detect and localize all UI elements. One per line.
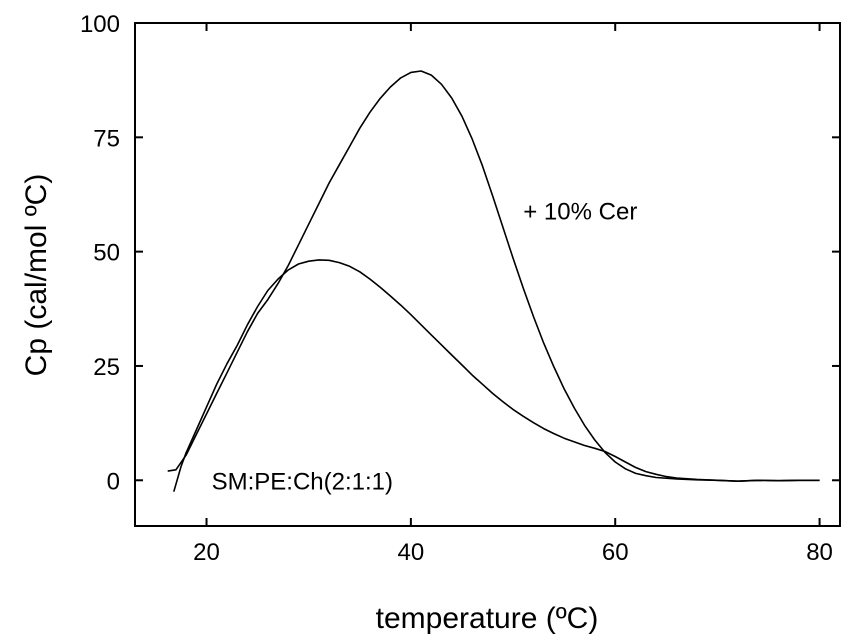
- annotation-1: + 10% Cer: [523, 198, 637, 225]
- x-tick-label: 80: [806, 539, 833, 566]
- series-line-1: [173, 259, 820, 492]
- y-tick-label: 75: [93, 125, 120, 152]
- axis-ticks: 20 40 60 80 0 25 50 75 100: [80, 11, 840, 566]
- series-lines: [167, 70, 820, 492]
- y-tick-label: 50: [93, 240, 120, 267]
- x-tick-label: 60: [602, 539, 629, 566]
- y-axis-title: Cp (cal/mol ºC): [20, 174, 53, 377]
- x-axis-title: temperature (ºC): [376, 602, 599, 635]
- y-tick-label: 25: [93, 354, 120, 381]
- y-tick-label: 100: [80, 11, 120, 38]
- series-line-2: [167, 70, 820, 482]
- x-tick-label: 20: [193, 539, 220, 566]
- y-tick-label: 0: [107, 468, 120, 495]
- annotation-2: SM:PE:Ch(2:1:1): [212, 468, 393, 495]
- plot-frame: [134, 22, 841, 527]
- chart-annotations: + 10% Cer SM:PE:Ch(2:1:1): [212, 198, 638, 495]
- x-tick-label: 40: [398, 539, 425, 566]
